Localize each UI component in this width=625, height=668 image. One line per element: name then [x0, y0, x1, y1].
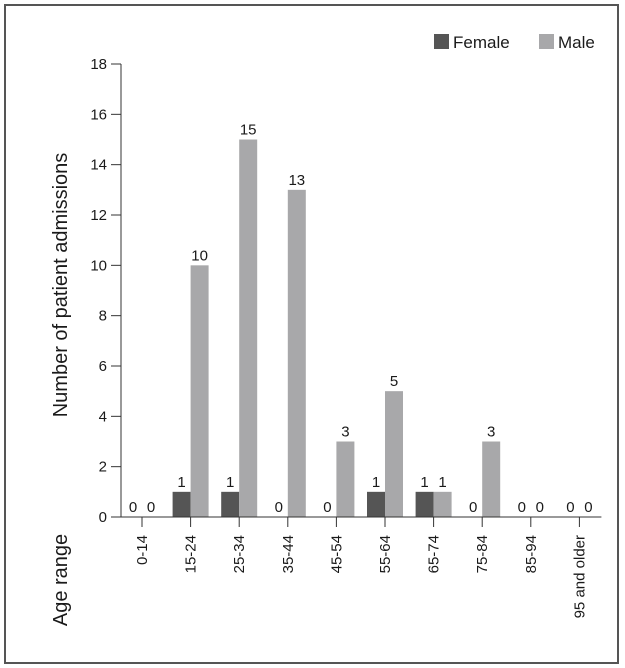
- x-tick-label: 85-94: [523, 535, 540, 573]
- data-label: 0: [469, 499, 477, 516]
- bar-female: [221, 492, 239, 517]
- x-tick-label: 15-24: [183, 535, 200, 573]
- y-tick-label: 10: [90, 257, 107, 274]
- data-label: 0: [518, 499, 526, 516]
- data-label: 1: [177, 474, 185, 491]
- legend: Female Male: [434, 33, 595, 52]
- y-tick-label: 6: [99, 358, 107, 375]
- x-tick-label: 65-74: [426, 535, 443, 573]
- x-tick-label: 75-84: [474, 535, 491, 573]
- x-axis-title: Age range: [50, 534, 72, 626]
- y-axis-title: Number of patient admissions: [50, 153, 72, 418]
- data-label: 1: [420, 474, 428, 491]
- y-tick-label: 18: [90, 56, 107, 73]
- y-tick-label: 4: [99, 408, 107, 425]
- bar-female: [367, 492, 385, 517]
- bar-male: [191, 265, 209, 517]
- bar-female: [416, 492, 434, 517]
- data-label: 1: [226, 474, 234, 491]
- bar-male: [239, 140, 257, 518]
- y-tick-label: 12: [90, 207, 107, 224]
- data-label: 1: [438, 474, 446, 491]
- legend-label-male: Male: [558, 33, 595, 52]
- bars: [173, 140, 501, 518]
- x-tick-label: 45-54: [328, 535, 345, 573]
- data-label: 0: [584, 499, 592, 516]
- y-tick-label: 8: [99, 308, 107, 325]
- data-label: 0: [147, 499, 155, 516]
- y-tick-label: 0: [99, 509, 107, 526]
- data-label: 5: [390, 373, 398, 390]
- y-tick-label: 16: [90, 106, 107, 123]
- data-label: 3: [487, 424, 495, 441]
- x-tick-label: 35-44: [280, 535, 297, 573]
- data-label: 3: [341, 424, 349, 441]
- data-label: 0: [275, 499, 283, 516]
- x-tick-label: 25-34: [231, 535, 248, 573]
- data-label: 0: [323, 499, 331, 516]
- data-label: 0: [536, 499, 544, 516]
- legend-swatch-male: [539, 34, 554, 49]
- x-tick-label: 0-14: [134, 535, 151, 565]
- bar-female: [173, 492, 191, 517]
- x-axis: 0-14 15-24 25-34 35-44 45-54 55-64 65-74 75-84 8…: [121, 517, 601, 618]
- data-label: 15: [240, 122, 257, 139]
- bar-male: [336, 442, 354, 518]
- bar-male: [482, 442, 500, 518]
- y-tick-label: 2: [99, 459, 107, 476]
- data-label: 0: [566, 499, 574, 516]
- data-label: 13: [288, 172, 305, 189]
- bar-male: [434, 492, 452, 517]
- data-label: 0: [129, 499, 137, 516]
- legend-label-female: Female: [453, 33, 510, 52]
- data-label: 10: [191, 247, 208, 264]
- legend-swatch-female: [434, 34, 449, 49]
- bar-male: [288, 190, 306, 517]
- y-axis: 0 2 4 6 8 10 12 14 16 18: [90, 56, 121, 526]
- x-tick-label: 95 and older: [571, 535, 588, 618]
- data-label: 1: [372, 474, 380, 491]
- bar-male: [385, 391, 403, 517]
- y-tick-label: 14: [90, 157, 107, 174]
- x-tick-label: 55-64: [377, 535, 394, 573]
